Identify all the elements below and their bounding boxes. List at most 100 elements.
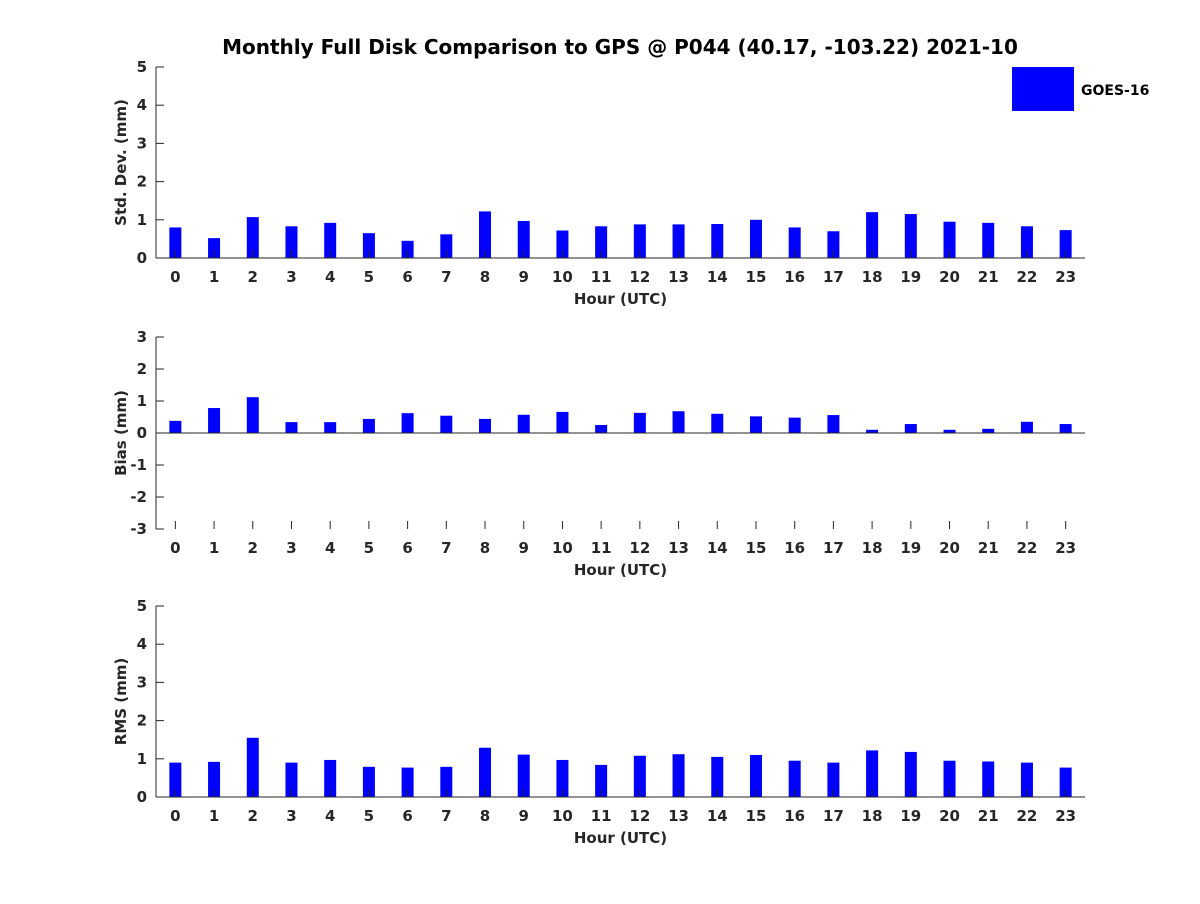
x-tick-label: 18 xyxy=(862,807,883,825)
bar-7 xyxy=(440,234,453,258)
x-tick-label: 4 xyxy=(325,268,335,286)
bar-6 xyxy=(401,767,414,797)
bar-2 xyxy=(246,737,259,797)
bar-4 xyxy=(324,422,337,433)
legend: GOES-16 xyxy=(1012,67,1149,111)
bar-9 xyxy=(517,220,530,258)
x-tick-label: 9 xyxy=(519,807,529,825)
bar-5 xyxy=(362,233,375,258)
x-tick-label: 20 xyxy=(939,807,960,825)
bar-20 xyxy=(943,429,956,433)
x-tick-label: 11 xyxy=(591,539,612,557)
bar-16 xyxy=(788,227,801,258)
bar-10 xyxy=(556,759,569,797)
x-tick-label: 2 xyxy=(248,807,258,825)
x-tick-label: 5 xyxy=(364,268,374,286)
x-tick-label: 21 xyxy=(978,268,999,286)
bar-10 xyxy=(556,230,569,258)
y-tick-label: 0 xyxy=(137,424,147,442)
x-tick-label: 13 xyxy=(668,539,689,557)
x-axis-label: Hour (UTC) xyxy=(574,290,667,308)
bar-13 xyxy=(672,754,685,797)
x-axis-label: Hour (UTC) xyxy=(574,829,667,847)
x-tick-label: 13 xyxy=(668,807,689,825)
bar-11 xyxy=(595,226,608,258)
y-tick-label: 1 xyxy=(137,211,147,229)
bar-12 xyxy=(633,224,646,258)
bar-13 xyxy=(672,411,685,433)
y-axis-label: RMS (mm) xyxy=(112,658,130,745)
bar-2 xyxy=(246,217,259,258)
x-tick-label: 7 xyxy=(441,807,451,825)
bar-14 xyxy=(711,224,724,258)
bar-2 xyxy=(246,397,259,433)
bar-18 xyxy=(866,429,879,433)
bar-14 xyxy=(711,413,724,433)
bar-0 xyxy=(169,762,182,797)
x-tick-label: 9 xyxy=(519,539,529,557)
x-tick-label: 1 xyxy=(209,539,219,557)
bar-1 xyxy=(208,761,221,797)
x-tick-label: 16 xyxy=(784,268,805,286)
bar-9 xyxy=(517,754,530,797)
x-tick-label: 15 xyxy=(746,807,767,825)
bar-1 xyxy=(208,238,221,258)
bar-21 xyxy=(982,761,995,797)
x-tick-label: 19 xyxy=(900,807,921,825)
x-tick-label: 19 xyxy=(900,268,921,286)
x-tick-label: 5 xyxy=(364,807,374,825)
x-tick-label: 4 xyxy=(325,539,335,557)
bar-15 xyxy=(749,416,762,433)
legend-swatch xyxy=(1012,67,1074,111)
y-tick-label: 4 xyxy=(137,635,147,653)
x-tick-label: 23 xyxy=(1055,807,1076,825)
x-tick-label: 16 xyxy=(784,807,805,825)
bar-19 xyxy=(904,751,917,797)
bar-12 xyxy=(633,755,646,797)
y-tick-label: 3 xyxy=(137,134,147,152)
x-tick-label: 20 xyxy=(939,268,960,286)
x-tick-label: 0 xyxy=(170,539,180,557)
y-tick-label: 5 xyxy=(137,58,147,76)
x-tick-label: 20 xyxy=(939,539,960,557)
y-tick-label: 0 xyxy=(137,249,147,267)
x-tick-label: 0 xyxy=(170,807,180,825)
legend-label: GOES-16 xyxy=(1081,83,1149,99)
x-tick-label: 0 xyxy=(170,268,180,286)
bar-20 xyxy=(943,221,956,258)
y-tick-label: 2 xyxy=(137,712,147,730)
bar-15 xyxy=(749,219,762,258)
bar-21 xyxy=(982,428,995,433)
x-tick-label: 8 xyxy=(480,539,490,557)
bar-19 xyxy=(904,214,917,258)
y-tick-label: 1 xyxy=(137,392,147,410)
x-tick-label: 4 xyxy=(325,807,335,825)
x-tick-label: 6 xyxy=(402,539,412,557)
bar-0 xyxy=(169,420,182,433)
x-tick-label: 10 xyxy=(552,268,573,286)
y-tick-label: -2 xyxy=(130,488,147,506)
x-tick-label: 14 xyxy=(707,539,728,557)
x-tick-label: 17 xyxy=(823,268,844,286)
x-tick-label: 3 xyxy=(286,539,296,557)
bar-5 xyxy=(362,766,375,797)
y-tick-label: 0 xyxy=(137,788,147,806)
x-tick-label: 22 xyxy=(1017,268,1038,286)
bar-19 xyxy=(904,424,917,433)
x-tick-label: 19 xyxy=(900,539,921,557)
x-tick-label: 14 xyxy=(707,807,728,825)
x-tick-label: 11 xyxy=(591,807,612,825)
bar-22 xyxy=(1020,421,1033,433)
y-tick-label: -3 xyxy=(130,520,147,538)
x-tick-label: 8 xyxy=(480,807,490,825)
bar-21 xyxy=(982,222,995,258)
x-tick-label: 15 xyxy=(746,268,767,286)
bar-23 xyxy=(1059,767,1072,797)
bar-7 xyxy=(440,415,453,433)
x-tick-label: 2 xyxy=(248,539,258,557)
bar-10 xyxy=(556,411,569,433)
bar-5 xyxy=(362,418,375,433)
x-tick-label: 7 xyxy=(441,268,451,286)
